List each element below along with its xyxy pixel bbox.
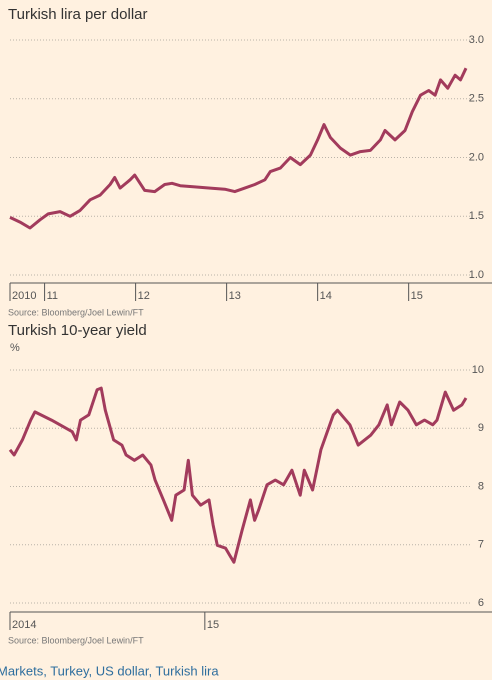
x-tick-label: 2014 [12,619,36,631]
x-tick-label: 15 [207,619,219,631]
y-tick-label: 9 [478,422,484,434]
data-line [9,67,468,230]
y-tick-label: 3.0 [469,34,484,46]
x-tick-label: 12 [138,290,150,302]
y-tick-label: 6 [478,597,484,609]
data-line [8,386,468,564]
x-tick-label: 14 [320,290,332,302]
topic-tags[interactable]: Markets, Turkey, US dollar, Turkish lira [0,663,219,678]
y-tick-label: 10 [472,364,484,376]
y-tick-label: 1.5 [469,210,484,222]
y-tick-label: 2.5 [469,93,484,105]
y-tick-label: 8 [478,480,484,492]
chart-title: Turkish lira per dollar [8,6,148,23]
x-tick-label: 15 [411,290,423,302]
source-note: Source: Bloomberg/Joel Lewin/FT [8,307,144,317]
x-tick-label: 11 [47,290,58,302]
x-tick-label: 2010 [12,290,36,302]
y-axis-label: % [10,342,20,354]
chart-title: Turkish 10-year yield [8,322,147,339]
y-tick-label: 7 [478,539,484,551]
x-tick-label: 13 [229,290,241,302]
y-tick-label: 1.0 [469,269,484,281]
y-tick-label: 2.0 [469,151,484,163]
source-note: Source: Bloomberg/Joel Lewin/FT [8,635,144,645]
